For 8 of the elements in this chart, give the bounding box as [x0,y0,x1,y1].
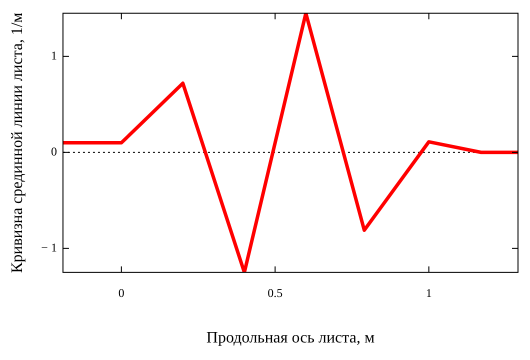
x-tick-label: 1 [426,286,432,300]
y-tick-label: 0 [50,144,57,159]
x-axis-title: Продольная ось листа, м [206,330,375,347]
y-tick-label: 1 [50,48,57,63]
y-tick-label: − 1 [41,240,57,255]
x-tick-label: 0.5 [268,286,283,300]
y-axis-title: Кривизна срединной линии листа, 1/м [8,12,26,274]
x-tick-label: 0 [118,286,124,300]
